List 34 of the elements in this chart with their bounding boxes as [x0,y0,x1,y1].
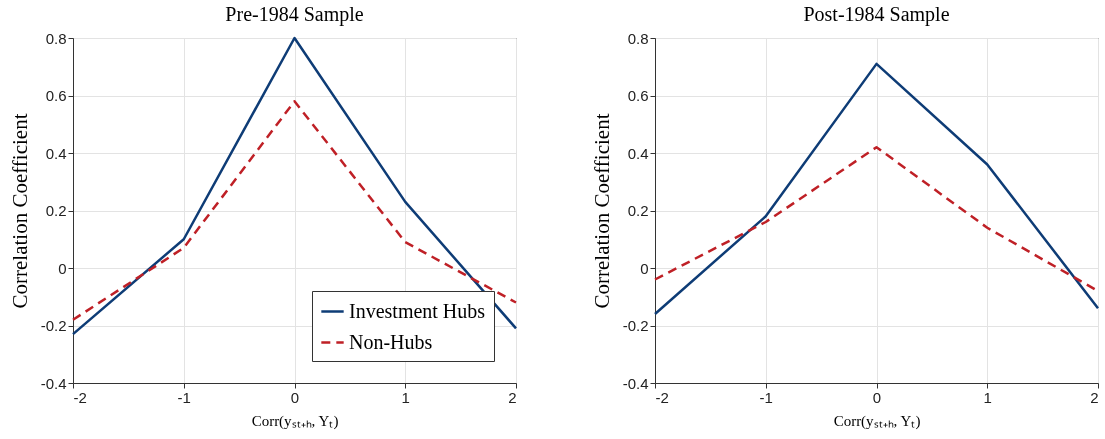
x-tick-label: -1 [759,388,773,406]
x-axis-title: Corr(yₛₜ₊ₕ, Yₜ) [251,412,339,430]
legend-label: Non-Hubs [349,330,433,353]
x-tick-label: 0 [872,388,882,406]
y-tick-label: -0.4 [622,374,649,392]
legend-label: Investment Hubs [349,299,486,322]
y-tick-label: -0.2 [40,317,67,334]
y-tick-label: 0.6 [45,87,67,104]
x-tick-label: -2 [655,388,669,406]
y-tick-label: 0.8 [627,29,649,47]
y-tick-label: 0.6 [627,87,649,104]
x-axis-title: Corr(yₛₜ₊ₕ, Yₜ) [833,412,921,430]
y-tick-label: -0.4 [40,374,67,392]
y-tick-label: 0.4 [627,144,649,162]
y-axis-title: Correlation Coefficient [589,113,614,309]
y-tick-label: -0.2 [622,317,649,334]
y-tick-label: 0 [58,259,67,277]
y-axis-title: Correlation Coefficient [7,113,32,309]
x-tick-label: 1 [401,388,410,406]
y-tick-label: 0.4 [45,144,67,162]
line-series [71,100,518,321]
x-tick-label: -1 [177,388,191,406]
y-tick-label: 0.2 [45,202,67,219]
line-series [653,62,1100,316]
x-tick-label: 0 [290,388,300,406]
y-tick-label: 0 [640,259,649,277]
y-tick-label: 0.2 [627,202,649,219]
chart-title: Pre-1984 Sample [225,3,364,26]
y-tick-label: 0.8 [45,29,67,47]
chart-title: Post-1984 Sample [803,3,950,26]
x-tick-label: 2 [508,388,517,406]
x-tick-label: 1 [983,388,992,406]
x-tick-label: 2 [1090,388,1099,406]
x-tick-label: -2 [73,388,87,406]
